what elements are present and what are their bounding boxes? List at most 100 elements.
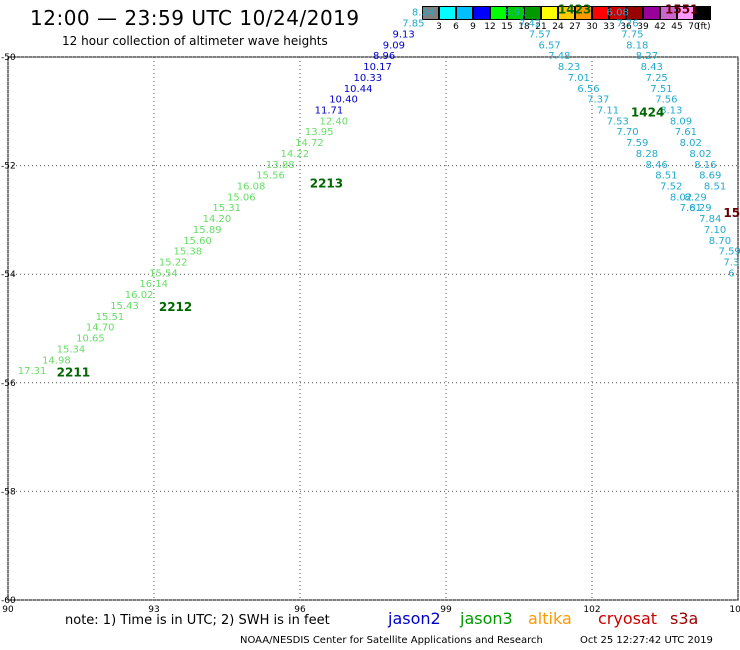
x-tick-label: 93 — [148, 605, 159, 615]
wave-height-label: 7.37 — [587, 95, 609, 106]
wave-height-label: 8.13 — [660, 105, 682, 116]
wave-height-label: 15.34 — [57, 344, 86, 355]
color-scale-swatch — [439, 6, 456, 20]
color-scale-tick: 42 — [654, 22, 666, 32]
wave-height-label: 13.95 — [305, 127, 334, 138]
color-scale-tick: 6 — [453, 22, 459, 32]
color-scale-swatch — [575, 6, 592, 20]
wave-height-label: 8.02 — [689, 149, 711, 160]
wave-height-label: 7.52 — [660, 181, 682, 192]
color-scale-tick: 21 — [535, 22, 547, 32]
color-scale-swatch — [592, 6, 609, 20]
wave-height-label: 7.84 — [699, 214, 721, 225]
color-scale-tick: 45 — [671, 22, 683, 32]
wave-height-label: 7.10 — [704, 225, 726, 236]
wave-height-label: 6.56 — [577, 84, 599, 95]
wave-height-label: 7.61 — [680, 203, 702, 214]
pass-time-label: 155 — [723, 206, 740, 220]
wave-height-label: 15.31 — [212, 203, 241, 214]
data-layer: 17.3114.9815.3410.6514.7015.5115.4316.02… — [18, 3, 740, 380]
satellite-legend-item: jason3 — [460, 609, 513, 628]
y-tick-label: -58 — [1, 487, 16, 497]
y-tick-label: -54 — [1, 270, 16, 280]
wave-height-label: 7.75 — [621, 29, 643, 40]
y-tick-label: -52 — [1, 162, 16, 172]
wave-height-label: 10.65 — [76, 334, 105, 345]
wave-height-label: 7.59 — [719, 247, 740, 258]
x-tick-label: 99 — [440, 605, 452, 615]
wave-height-label: 15.06 — [227, 192, 256, 203]
wave-height-label: 10.33 — [354, 73, 383, 84]
wave-height-label: 8.70 — [709, 236, 731, 247]
wave-height-label: 17.31 — [18, 366, 47, 377]
wave-height-label: 7.85 — [402, 19, 424, 30]
wave-height-label: 8.46 — [646, 160, 668, 171]
chart-title: 12:00 — 23:59 UTC 10/24/2019 — [30, 6, 360, 30]
wave-height-label: 15.54 — [149, 268, 178, 279]
wave-height-label: 8.51 — [704, 181, 726, 192]
color-scale-tick: 30 — [586, 22, 598, 32]
chart-subtitle: 12 hour collection of altimeter wave hei… — [62, 34, 328, 48]
satellite-legend-item: jason2 — [388, 609, 441, 628]
wave-height-label: 8.23 — [558, 62, 580, 73]
color-scale-tick: 18 — [518, 22, 530, 32]
x-tick-label: 102 — [583, 605, 600, 615]
wave-height-label: 11.71 — [315, 105, 344, 116]
color-scale-swatch — [541, 6, 558, 20]
color-scale-swatch — [490, 6, 507, 20]
wave-height-label: 16.02 — [125, 290, 154, 301]
pass-time-label: 2213 — [310, 176, 343, 190]
wave-height-label: 8.34 — [412, 8, 434, 19]
wave-height-label: 8.09 — [670, 116, 692, 127]
wave-height-label: 8.28 — [636, 149, 658, 160]
color-scale-tick: 39 — [637, 22, 649, 32]
color-scale-swatch — [694, 6, 711, 20]
wave-height-label: 7.56 — [655, 95, 677, 106]
wave-height-label: 6.91 — [504, 8, 526, 19]
color-scale-tick: 36 — [620, 22, 632, 32]
satellite-legend-item: cryosat — [598, 609, 658, 628]
wave-height-label: 8.69 — [699, 171, 721, 182]
color-scale-tick: 3 — [436, 22, 442, 32]
wave-height-label: 7.25 — [646, 73, 668, 84]
wave-height-label: 7.3 — [723, 258, 739, 269]
wave-height-label: 8.29 — [689, 203, 711, 214]
wave-height-label: 9.09 — [383, 40, 405, 51]
wave-height-label: 7.48 — [548, 51, 570, 62]
wave-height-label: 7.42 — [519, 19, 541, 30]
wave-height-label: 8.02 — [670, 192, 692, 203]
wave-height-label: 8.27 — [636, 51, 658, 62]
wave-height-label: 7.59 — [626, 138, 648, 149]
wave-height-label: 6.57 — [538, 40, 560, 51]
wave-height-label: 9.13 — [392, 29, 414, 40]
wave-height-label: 15.60 — [183, 236, 212, 247]
wave-height-label: 15.22 — [159, 258, 188, 269]
color-scale-tick: 33 — [603, 22, 615, 32]
wave-height-label: 8.96 — [373, 51, 395, 62]
wave-height-label: 13.88 — [266, 160, 295, 171]
color-scale-swatch — [660, 6, 677, 20]
color-scale-swatch — [507, 6, 524, 20]
wave-height-label: 14.22 — [281, 149, 310, 160]
wave-height-label: 14.98 — [42, 355, 71, 366]
wave-height-label: 7.01 — [568, 73, 590, 84]
color-scale-swatch — [456, 6, 473, 20]
pass-time-label: 2212 — [159, 300, 192, 314]
wave-height-label: 10.17 — [363, 62, 392, 73]
credit-line: NOAA/NESDIS Center for Satellite Applica… — [240, 635, 543, 646]
wave-height-label: 7.57 — [529, 29, 551, 40]
color-scale-swatch — [558, 6, 575, 20]
y-tick-label: -50 — [1, 53, 16, 63]
color-scale-tick: 15 — [501, 22, 513, 32]
wave-height-label: 16.14 — [139, 279, 168, 290]
wave-height-label: 8.29 — [684, 192, 706, 203]
wave-height-label: 8.16 — [694, 160, 716, 171]
color-scale-unit: (ft) — [697, 22, 711, 32]
wave-height-label: 8.43 — [641, 62, 663, 73]
wave-height-label: 12.40 — [319, 116, 348, 127]
color-scale-swatch — [524, 6, 541, 20]
pass-time-label: 2211 — [57, 365, 90, 379]
wave-height-label: 16.08 — [237, 181, 266, 192]
wave-height-label: 15.43 — [110, 301, 139, 312]
x-tick-label: 90 — [2, 605, 14, 615]
